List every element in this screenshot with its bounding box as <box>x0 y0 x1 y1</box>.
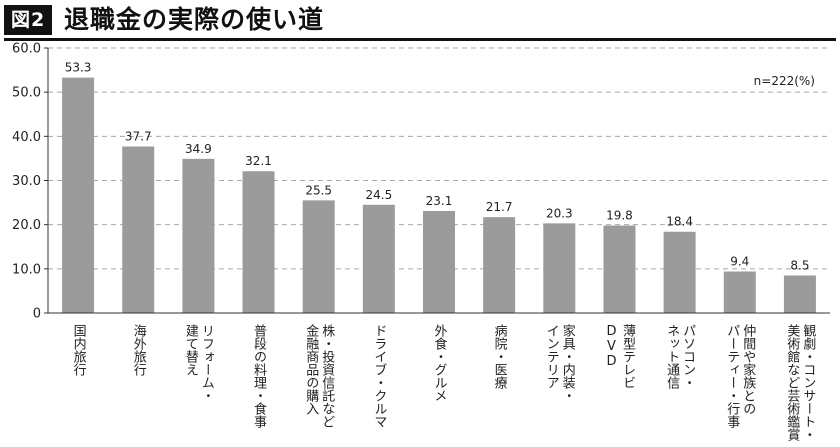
bar <box>783 275 816 313</box>
data-label: 9.4 <box>730 254 749 268</box>
data-label: 21.7 <box>486 200 513 214</box>
y-tick-label: 30.0 <box>12 174 41 189</box>
data-label: 25.5 <box>305 183 332 197</box>
category-label: 金融商品の購入 <box>303 323 319 415</box>
bar <box>663 231 696 313</box>
sample-note: n=222(%) <box>754 74 815 88</box>
y-tick-label: 50.0 <box>12 86 41 101</box>
category-label: 美術館など芸術鑑賞 <box>784 324 800 442</box>
data-label: 19.8 <box>606 209 633 223</box>
chart-title: 退職金の実際の使い道 <box>64 5 325 34</box>
category-label: ネット通信 <box>664 324 680 389</box>
bar <box>122 146 155 313</box>
bars <box>62 77 816 313</box>
category-label: 薄型テレビ <box>620 324 636 389</box>
bar <box>302 200 335 313</box>
y-tick-label: 40.0 <box>12 130 41 145</box>
category-label: 外食・グルメ <box>432 324 448 402</box>
data-label: 37.7 <box>125 129 152 143</box>
category-label: パーティー・行事 <box>724 324 740 428</box>
bar <box>62 77 95 313</box>
y-tick-label: 60.0 <box>12 42 41 57</box>
data-label: 53.3 <box>65 61 92 75</box>
category-label: 仲間や家族との <box>740 324 756 415</box>
category-label: 家具・内装・ <box>560 323 576 402</box>
y-tick-label: 20.0 <box>12 218 41 233</box>
category-label: パソコン・ <box>680 324 696 389</box>
figure-label: 図2 <box>4 5 53 35</box>
data-label: 8.5 <box>790 258 809 272</box>
bar <box>423 210 455 313</box>
category-label: 海外旅行 <box>131 324 147 377</box>
category-label: 病院・医療 <box>492 324 508 389</box>
category-label: リフォーム・ <box>199 324 214 402</box>
data-label: 24.5 <box>365 188 392 202</box>
y-tick-label: 0 <box>33 307 41 322</box>
data-label: 32.1 <box>245 154 272 168</box>
figure-header: 図2 退職金の実際の使い道 <box>0 0 840 41</box>
bar <box>723 271 756 313</box>
category-label: 普段の料理・食事 <box>251 324 267 428</box>
data-label: 23.1 <box>426 194 453 208</box>
bar <box>483 217 516 313</box>
title-underline <box>4 38 836 41</box>
category-label: DVD <box>604 324 619 369</box>
bar <box>603 225 636 313</box>
category-label: ドライブ・クルマ <box>371 324 386 428</box>
bar <box>242 171 275 313</box>
category-label: 建て替え <box>183 324 199 376</box>
category-label: 観劇・コンサート・ <box>800 324 816 441</box>
data-label: 18.4 <box>666 215 693 229</box>
y-tick-label: 10.0 <box>12 262 41 277</box>
data-label: 20.3 <box>546 206 573 220</box>
bar <box>362 204 395 313</box>
category-label: 国内旅行 <box>71 324 87 377</box>
category-label: 株・投資信託など <box>319 324 335 428</box>
bar <box>543 223 576 313</box>
labels: 0 10.0 20.0 30.0 40.0 50.0 60.0 53.3 国内旅行 37.7 海外旅… <box>12 42 816 443</box>
category-label: インテリア <box>544 324 559 389</box>
bar <box>182 158 215 313</box>
axes <box>44 47 830 314</box>
data-label: 34.9 <box>185 142 212 156</box>
